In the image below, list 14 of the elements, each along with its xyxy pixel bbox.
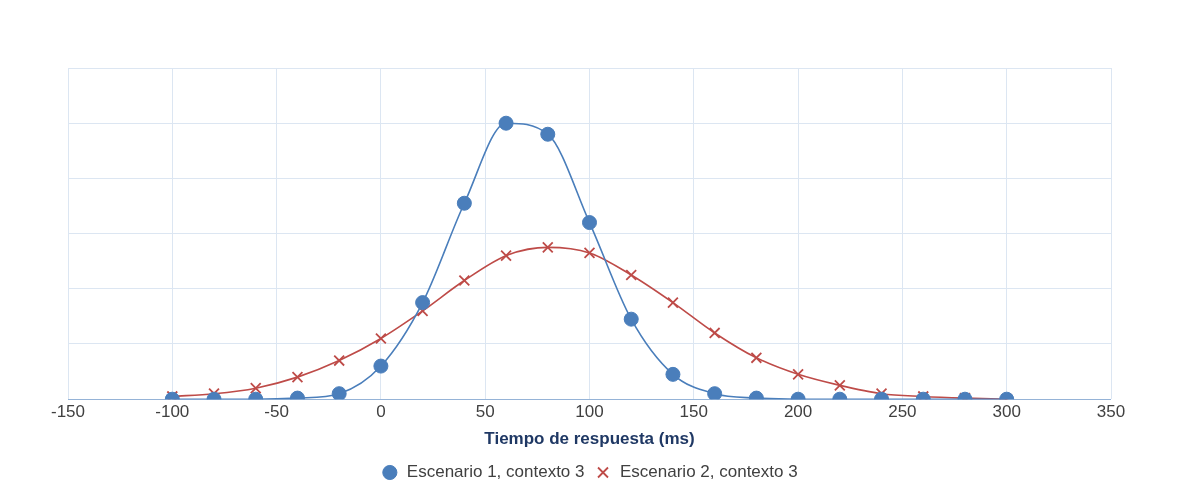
x-tick-label: -100 bbox=[155, 402, 190, 422]
x-axis-title: Tiempo de respuesta (ms) bbox=[484, 429, 695, 449]
x-tick-label: 350 bbox=[1096, 402, 1126, 422]
x-tick-label: 300 bbox=[992, 402, 1021, 422]
x-tick-label: 200 bbox=[783, 402, 813, 422]
x-tick-label: 100 bbox=[575, 402, 604, 422]
x-tick-label: -150 bbox=[50, 402, 86, 422]
x-tick-label: 0 bbox=[376, 402, 386, 422]
x-tick-label: 150 bbox=[679, 402, 708, 422]
x-tick-label: 50 bbox=[475, 402, 495, 422]
x-tick-label: -50 bbox=[264, 402, 289, 422]
legend-label: Escenario 1, contexto 3 bbox=[406, 462, 585, 482]
legend-label: Escenario 2, contexto 3 bbox=[620, 462, 798, 482]
x-tick-label: 250 bbox=[888, 402, 917, 422]
